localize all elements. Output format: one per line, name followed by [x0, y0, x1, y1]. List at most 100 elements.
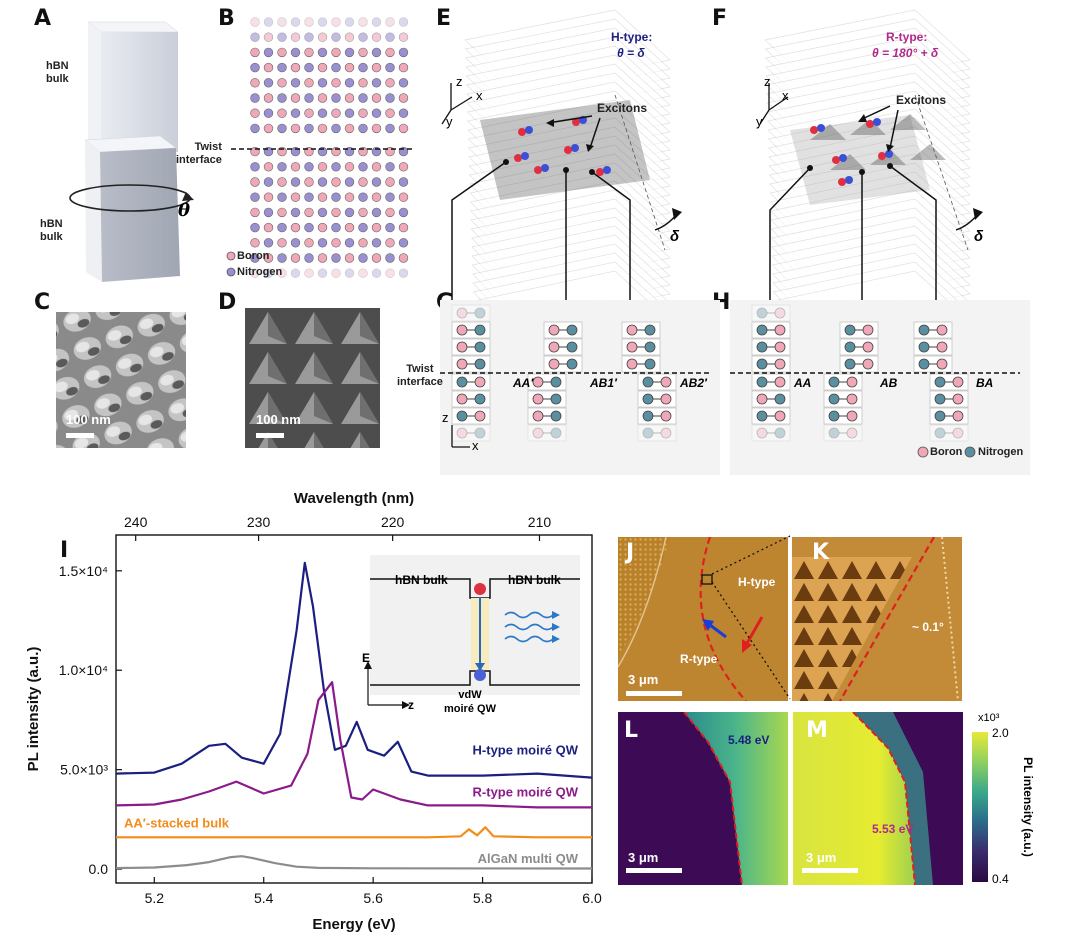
panel-l-pl-map [618, 712, 788, 885]
panel-e-stack [441, 9, 682, 300]
panel-h-legend-boron: Boron [930, 446, 963, 458]
series-label-3: AlGaN multi QW [478, 851, 579, 866]
panel-label-f: F [712, 6, 728, 31]
panel-m-scale-text: 3 μm [806, 850, 837, 865]
panel-h-stacking-ba: BA [976, 376, 994, 390]
y-tick-label: 5.0×10³ [60, 762, 108, 778]
panel-f-stack [759, 9, 983, 300]
x-tick-label: 5.4 [254, 890, 274, 906]
panel-f-excitons: Excitons [896, 93, 947, 107]
wavelength-tick-label: 220 [381, 514, 405, 530]
panel-h-stacking-ab: AB [880, 376, 898, 390]
panel-g-stacking-ab1-prime: AB1′ [590, 376, 617, 390]
series-line-1 [115, 681, 592, 809]
panel-gh-stackings [440, 300, 1030, 475]
pl-colorbar [972, 732, 988, 882]
panel-g-axis-z: z [442, 410, 449, 425]
panel-j-scale-text: 3 μm [628, 672, 659, 687]
panel-j-afm-image [618, 537, 788, 701]
panel-label-i: I [60, 538, 69, 563]
panel-e-axis-x: x [476, 88, 483, 103]
panel-l-scale-bar [626, 868, 682, 873]
series-label-2: AA′-stacked bulk [124, 815, 230, 830]
series-label-0: H-type moiré QW [473, 743, 579, 758]
panel-d-scale-text: 100 nm [256, 412, 301, 427]
x-axis-label: Energy (eV) [312, 916, 395, 933]
panel-label-l: L [624, 718, 639, 743]
panel-m-energy: 5.53 eV [872, 822, 914, 836]
panel-d-scale-bar [256, 433, 284, 438]
inset-axis-e: E [362, 651, 371, 665]
panel-k-afm-image [792, 537, 962, 701]
panel-e-delta: δ [670, 228, 680, 245]
panel-a-theta: θ [178, 200, 191, 221]
panel-m-pl-map [793, 712, 963, 885]
panel-label-d: D [218, 290, 237, 315]
panel-f-type-title: R-type: [886, 30, 928, 44]
y-tick-label: 1.5×10⁴ [59, 563, 108, 579]
panel-label-e: E [436, 6, 452, 31]
series-label-1: R-type moiré QW [473, 784, 579, 799]
pl-spectra-chart: 5.2 5.4 5.6 5.8 6.0 0.0 5.0×10³ 1.0×10⁴ 1.5×10⁴ 2… [25, 490, 602, 933]
panel-a-bottom-label: hBN bulk [40, 218, 63, 243]
panel-j-r-type-label: R-type [680, 652, 718, 666]
x-tick-label: 5.8 [473, 890, 493, 906]
qw-inset-diagram [364, 555, 580, 709]
panel-f-delta: δ [974, 228, 984, 245]
panel-f-axis-y: y [756, 114, 763, 129]
panel-b-legend-nitrogen: Nitrogen [237, 266, 283, 278]
panel-b-legend-boron: Boron [237, 250, 270, 262]
panel-b-twist-label: Twist interface [176, 141, 222, 166]
panel-e-excitons: Excitons [597, 101, 648, 115]
x-tick-label: 6.0 [582, 890, 602, 906]
series-line-0 [115, 561, 593, 779]
panel-e-axis-y: y [446, 114, 453, 129]
y-tick-label: 1.0×10⁴ [59, 662, 108, 678]
colorbar-exponent: x10³ [978, 712, 1000, 724]
panel-j-h-type-label: H-type [738, 575, 776, 589]
panel-b-layers [226, 17, 415, 278]
panel-label-a: A [34, 6, 52, 31]
panel-c-sem-image [56, 312, 186, 448]
panel-label-k: K [812, 540, 830, 565]
wavelength-tick-label: 240 [124, 514, 148, 530]
x-tick-label: 5.2 [145, 890, 165, 906]
panel-d-sem-image [245, 308, 380, 448]
panel-e-type-eq: θ = δ [617, 46, 645, 60]
panel-j-scale-bar [626, 691, 682, 696]
plot-frame [115, 534, 593, 884]
wavelength-tick-label: 210 [528, 514, 552, 530]
colorbar-label: PL intensity (a.u.) [1021, 757, 1035, 857]
panel-c-scale-text: 100 nm [66, 412, 111, 427]
panel-label-c: C [34, 290, 51, 315]
panel-g-axis-x: x [472, 438, 479, 453]
panel-h-legend-nitrogen: Nitrogen [978, 446, 1024, 458]
inset-axis-z: z [408, 698, 414, 712]
panel-k-angle: ~ 0.1° [912, 620, 944, 634]
inset-left-label: hBN bulk [395, 573, 448, 587]
panel-label-m: M [806, 718, 828, 743]
top-axis-label: Wavelength (nm) [294, 490, 414, 507]
panel-g-twist-label: Twist interface [397, 363, 443, 388]
panel-g-stacking-aa-prime: AA′ [513, 376, 534, 390]
panel-e-type-title: H-type: [611, 30, 653, 44]
y-tick-label: 0.0 [89, 861, 109, 877]
panel-l-energy: 5.48 eV [728, 733, 770, 747]
inset-bottom-label: vdW moiré QW [444, 689, 496, 715]
panel-f-axis-z: z [764, 74, 771, 89]
colorbar-max: 2.0 [992, 726, 1009, 740]
series-line-2 [116, 826, 592, 839]
colorbar-min: 0.4 [992, 872, 1009, 886]
panel-c-scale-bar [66, 433, 94, 438]
zoom-lines [711, 535, 791, 700]
panel-a-blocks [69, 21, 194, 282]
panel-e-axis-z: z [456, 74, 463, 89]
panel-f-axis-x: x [782, 88, 789, 103]
x-tick-label: 5.6 [363, 890, 383, 906]
panel-a-top-label: hBN bulk [46, 60, 69, 85]
panel-f-type-eq: θ = 180° + δ [872, 46, 939, 60]
panel-label-b: B [218, 6, 235, 31]
inset-right-label: hBN bulk [508, 573, 561, 587]
series-line-3 [115, 855, 593, 870]
panel-l-scale-text: 3 μm [628, 850, 659, 865]
